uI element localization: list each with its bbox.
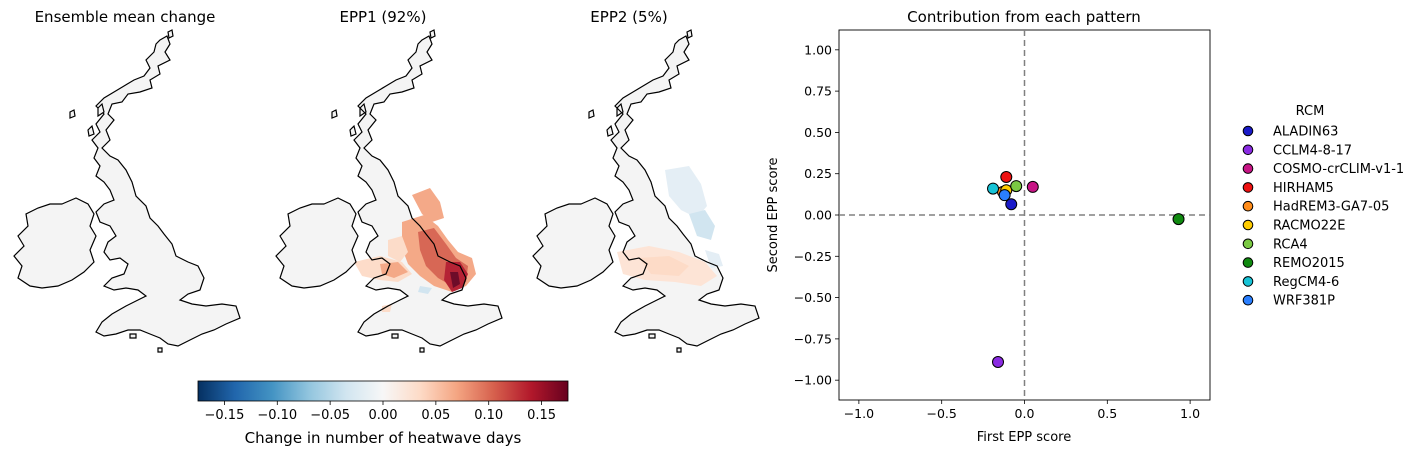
colorbar: −0.15 −0.10 −0.05 0.00 0.05 0.10 0.15 Change i… xyxy=(197,380,569,447)
y-tick-label: 1.00 xyxy=(804,42,832,57)
map-title-mean: Ensemble mean change xyxy=(35,8,216,26)
legend-title: RCM xyxy=(1296,104,1325,119)
y-tick-label: −1.00 xyxy=(794,373,832,388)
legend-label: ALADIN63 xyxy=(1273,125,1338,140)
map-title-epp2: EPP2 (5%) xyxy=(590,8,667,26)
legend-label: REMO2015 xyxy=(1273,256,1345,271)
map-title-epp1: EPP1 (92%) xyxy=(340,8,427,26)
scatter-chart: Contribution from each pattern −1.0 −0.5 0… xyxy=(766,8,1211,445)
legend-marker xyxy=(1242,163,1254,174)
scatter-point xyxy=(992,356,1004,369)
epp1-anomaly-field xyxy=(354,188,476,312)
legend-label: RegCM4-6 xyxy=(1273,275,1339,290)
scatter-point xyxy=(1172,213,1185,226)
legend-items: ALADIN63 CCLM4-8-17 COSMO-crCLIM-v1-1 HIRHA… xyxy=(1242,125,1404,309)
scatter-point xyxy=(998,189,1011,202)
colorbar-tick-label: 0.00 xyxy=(369,408,398,423)
legend-marker xyxy=(1242,219,1254,231)
x-tick-label: 0.0 xyxy=(1015,406,1035,421)
x-tick-label: 1.0 xyxy=(1180,406,1200,421)
scatter-point xyxy=(987,182,1000,195)
map-panel-epp2: EPP2 (5%) xyxy=(532,8,760,353)
x-tick-label: −0.5 xyxy=(927,406,957,421)
legend-marker xyxy=(1242,144,1254,156)
y-tick-label: 0.00 xyxy=(804,208,832,223)
colorbar-ticks: −0.15 −0.10 −0.05 0.00 0.05 0.10 0.15 xyxy=(205,401,556,423)
y-tick-label: 0.75 xyxy=(804,84,832,99)
colorbar-tick-label: −0.10 xyxy=(257,408,297,423)
y-tick-label: −0.50 xyxy=(794,290,832,305)
legend-marker xyxy=(1242,294,1254,306)
colorbar-tick-label: −0.05 xyxy=(310,408,350,423)
legend-marker xyxy=(1242,238,1254,250)
y-axis-label: Second EPP score xyxy=(766,158,781,273)
y-tick-label: 0.25 xyxy=(804,166,832,181)
y-tick-label: −0.25 xyxy=(794,249,832,264)
map-panel-epp1: EPP1 (92%) xyxy=(275,8,503,353)
uk-map-epp2 xyxy=(532,29,760,353)
colorbar-tick-label: 0.15 xyxy=(527,408,556,423)
legend-marker xyxy=(1242,257,1254,268)
x-tick-label: 0.5 xyxy=(1097,406,1117,421)
y-tick-label: −0.75 xyxy=(794,331,832,346)
legend-label: HIRHAM5 xyxy=(1273,181,1334,196)
map-panel-mean: Ensemble mean change xyxy=(13,8,241,353)
scatter-points xyxy=(987,171,1185,369)
x-tick-label: −1.0 xyxy=(844,406,874,421)
x-axis-label: First EPP score xyxy=(977,430,1071,445)
colorbar-gradient xyxy=(197,380,569,402)
scatter-point xyxy=(1005,198,1018,211)
colorbar-tick-label: 0.05 xyxy=(421,408,450,423)
scatter-point xyxy=(1010,180,1023,193)
uk-map-mean xyxy=(13,29,241,353)
legend-marker xyxy=(1242,182,1254,193)
scatter-point xyxy=(1000,171,1013,184)
legend-label: CCLM4-8-17 xyxy=(1273,143,1352,158)
legend-label: WRF381P xyxy=(1273,294,1335,309)
reference-lines xyxy=(839,30,1210,400)
uk-map-epp1 xyxy=(275,29,503,353)
y-axis-ticks: 1.00 0.75 0.50 0.25 0.00 −0.25 −0.50 −0.75 −1.00 xyxy=(794,42,839,388)
legend-label: RCA4 xyxy=(1273,237,1308,252)
legend-marker xyxy=(1242,200,1254,212)
y-tick-label: 0.50 xyxy=(804,125,832,140)
legend-marker xyxy=(1242,125,1254,137)
legend-label: COSMO-crCLIM-v1-1 xyxy=(1273,162,1404,177)
epp2-anomaly-field xyxy=(617,166,723,286)
legend-marker xyxy=(1242,276,1254,287)
colorbar-tick-label: −0.15 xyxy=(205,408,245,423)
colorbar-tick-label: 0.10 xyxy=(474,408,503,423)
x-axis-ticks: −1.0 −0.5 0.0 0.5 1.0 xyxy=(844,400,1200,421)
scatter-point xyxy=(1026,180,1039,193)
legend-label: RACMO22E xyxy=(1273,219,1345,234)
legend-label: HadREM3-GA7-05 xyxy=(1273,200,1389,215)
chart-title: Contribution from each pattern xyxy=(907,8,1141,26)
legend: RCM ALADIN63 CCLM4-8-17 COSMO-crCLIM-v1-1 H… xyxy=(1242,104,1404,309)
colorbar-label: Change in number of heatwave days xyxy=(245,429,522,447)
